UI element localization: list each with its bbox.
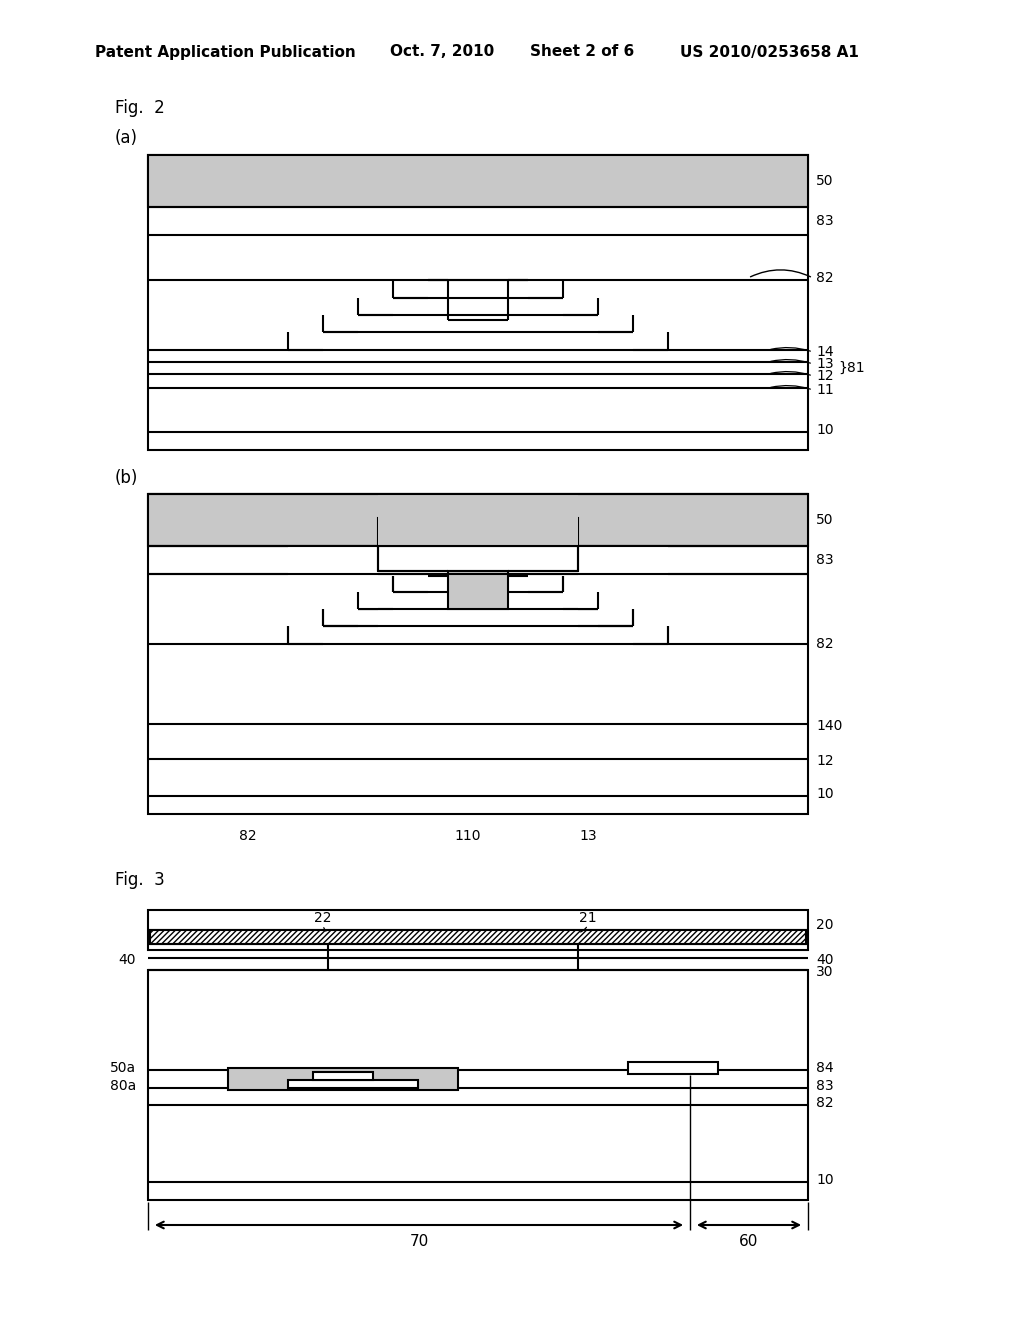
Text: (a): (a): [115, 129, 138, 147]
Text: 140: 140: [816, 719, 843, 733]
Bar: [313, 1072, 373, 1080]
Text: US 2010/0253658 A1: US 2010/0253658 A1: [680, 45, 859, 59]
Text: 12: 12: [816, 754, 834, 768]
Text: Fig.  2: Fig. 2: [115, 99, 165, 117]
Bar: [449, 572, 508, 609]
Text: 11: 11: [816, 383, 834, 397]
Text: 10: 10: [816, 787, 834, 801]
Bar: [148, 909, 808, 950]
Text: 22: 22: [314, 911, 332, 925]
Text: 83: 83: [816, 1078, 834, 1093]
Text: 18: 18: [498, 517, 516, 531]
Text: Patent Application Publication: Patent Application Publication: [95, 45, 355, 59]
Text: 84: 84: [816, 1061, 834, 1074]
Text: 82: 82: [816, 638, 834, 651]
Bar: [288, 1080, 418, 1088]
Text: 10: 10: [816, 422, 834, 437]
Text: }81: }81: [838, 360, 864, 375]
Bar: [378, 517, 578, 546]
Text: 40: 40: [816, 953, 834, 968]
Bar: [578, 546, 668, 609]
Text: 82: 82: [240, 829, 257, 843]
Text: 80a: 80a: [110, 1078, 136, 1093]
Text: 13: 13: [816, 356, 834, 371]
Bar: [148, 494, 808, 814]
Bar: [378, 494, 578, 546]
Text: Sheet 2 of 6: Sheet 2 of 6: [530, 45, 634, 59]
Text: 83: 83: [816, 214, 834, 228]
Text: 60: 60: [739, 1233, 759, 1249]
Text: 110: 110: [455, 829, 481, 843]
Text: 82: 82: [816, 271, 834, 285]
Bar: [288, 546, 378, 609]
Text: 82: 82: [816, 1096, 834, 1110]
Bar: [228, 1068, 458, 1090]
Text: 50a: 50a: [110, 1061, 136, 1074]
Text: 30: 30: [816, 965, 834, 979]
Text: 13: 13: [580, 829, 597, 843]
Text: 50: 50: [816, 513, 834, 527]
Text: 21: 21: [580, 911, 597, 925]
Bar: [148, 970, 808, 1200]
Bar: [148, 154, 808, 207]
Text: Fig.  3: Fig. 3: [115, 871, 165, 888]
Text: 10: 10: [816, 1173, 834, 1187]
Bar: [150, 931, 806, 944]
Bar: [628, 1063, 718, 1074]
Text: Oct. 7, 2010: Oct. 7, 2010: [390, 45, 495, 59]
Text: (b): (b): [115, 469, 138, 487]
Text: 12: 12: [816, 370, 834, 383]
Text: 70: 70: [410, 1233, 429, 1249]
Text: 50: 50: [816, 174, 834, 187]
Bar: [148, 494, 808, 546]
Text: 20: 20: [816, 917, 834, 932]
Text: 83: 83: [816, 553, 834, 568]
Text: 14: 14: [816, 345, 834, 359]
Text: 40: 40: [119, 953, 136, 968]
Bar: [378, 546, 578, 572]
Bar: [148, 154, 808, 450]
